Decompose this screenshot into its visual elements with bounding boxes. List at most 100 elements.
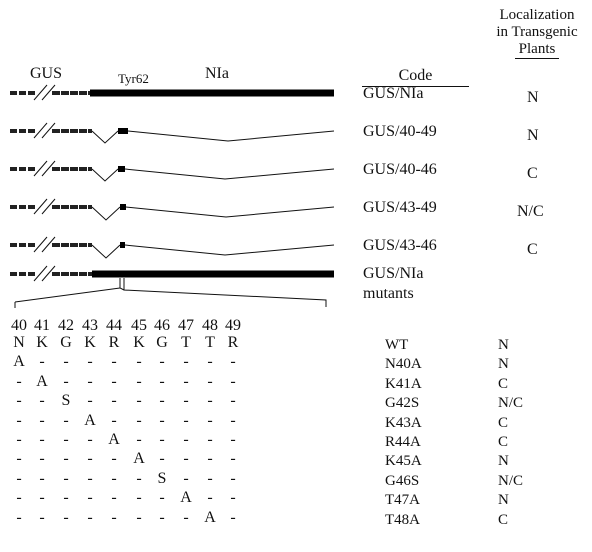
construct-localization: N xyxy=(527,89,539,106)
mutant-residue: - xyxy=(207,489,213,507)
mutant-residue: - xyxy=(16,450,22,468)
mutant-residue: - xyxy=(136,489,142,507)
mutant-residue: - xyxy=(207,450,213,468)
position-number: 40 xyxy=(11,317,27,334)
mutant-residue: - xyxy=(136,353,142,371)
mutant-localization: C xyxy=(498,511,509,528)
mutant-residue: - xyxy=(183,469,189,487)
mutant-localization: N/C xyxy=(498,472,524,489)
mutant-code: G46S xyxy=(385,472,420,489)
mutant-residue: - xyxy=(87,431,93,448)
mutant-residue: - xyxy=(63,508,69,526)
mutant-code: R44A xyxy=(385,434,421,450)
mutant-residue: - xyxy=(207,353,213,371)
mutant-residue: A xyxy=(204,508,216,526)
mutant-residue: - xyxy=(183,392,189,410)
mutant-residue: - xyxy=(207,372,213,390)
mutant-residue: - xyxy=(159,392,165,410)
mutant-residue: - xyxy=(230,411,236,429)
mutant-residue: - xyxy=(16,411,22,429)
position-number: 44 xyxy=(106,317,122,334)
mutant-localization: N xyxy=(498,453,509,470)
mutant-residue: - xyxy=(230,508,236,526)
mutant-residue: - xyxy=(230,392,236,410)
wild-type-residue: R xyxy=(108,334,120,351)
wild-type-residue: N xyxy=(13,334,25,351)
gus-label: GUS xyxy=(30,65,63,82)
mutant-residue: A xyxy=(84,411,96,429)
mutant-localization: C xyxy=(498,414,509,431)
position-number: 49 xyxy=(225,317,241,334)
mutant-residue: S xyxy=(61,392,71,410)
construct-gus-nia xyxy=(10,84,334,101)
mutant-residue: - xyxy=(39,489,45,507)
position-number: 42 xyxy=(58,317,74,334)
mutant-residue: - xyxy=(159,508,165,526)
mutant-residue: - xyxy=(87,392,93,410)
mutant-residue: - xyxy=(111,450,117,468)
wild-type-residue: K xyxy=(36,334,48,351)
mutant-residue: - xyxy=(136,411,142,429)
mutant-residue: - xyxy=(39,508,45,526)
mutant-residue: - xyxy=(39,353,45,371)
position-number: 45 xyxy=(131,317,147,334)
position-number: 43 xyxy=(82,317,98,334)
construct-gus-40-49 xyxy=(10,122,335,144)
localization-line-2: in Transgenic xyxy=(496,24,578,40)
construct-gus-43-49 xyxy=(10,198,335,221)
wild-type-residue: K xyxy=(84,334,96,351)
mutant-residue: - xyxy=(136,431,142,448)
mutant-residue: - xyxy=(87,489,93,507)
localization-column-header: Localization in Transgenic Plants xyxy=(478,7,592,59)
construct-gus-nia-mutants xyxy=(10,265,334,308)
mutant-residue: - xyxy=(39,431,45,448)
mutant-residue: - xyxy=(111,392,117,410)
mutant-residue: - xyxy=(207,431,213,448)
mutant-code: K41A xyxy=(385,375,422,392)
mutant-residue: - xyxy=(136,392,142,410)
mutant-residue: - xyxy=(183,353,189,371)
mutant-residue: - xyxy=(39,469,45,487)
mutant-residue: A xyxy=(108,431,120,448)
construct-code-line-2: mutants xyxy=(363,285,414,302)
mutant-code: WT xyxy=(385,337,409,353)
localization-line-3: Plants xyxy=(478,41,592,59)
mutant-residue: - xyxy=(63,411,69,429)
mutant-residue: - xyxy=(63,489,69,507)
mutant-residue: - xyxy=(87,353,93,371)
mutant-residue: - xyxy=(39,450,45,468)
mutant-residue: - xyxy=(87,372,93,390)
construct-gus-40-46 xyxy=(10,160,335,182)
wild-type-residue: G xyxy=(60,334,72,351)
wild-type-residue: G xyxy=(156,334,168,351)
mutant-residue: - xyxy=(111,353,117,371)
mutant-residue: - xyxy=(111,508,117,526)
code-header-text: Code xyxy=(398,67,433,84)
mutant-residue: - xyxy=(230,489,236,507)
localization-line-1: Localization xyxy=(499,7,575,23)
mutant-residue: A xyxy=(133,450,145,468)
mutant-code: K45A xyxy=(385,453,422,470)
construct-localization: N xyxy=(527,127,539,144)
construct-localization: C xyxy=(527,165,538,182)
mutant-code: N40A xyxy=(385,356,422,373)
mutant-residue: - xyxy=(207,411,213,429)
construct-code: GUS/NIa xyxy=(363,265,424,282)
mutant-localization: C xyxy=(498,375,509,392)
wild-type-residue: R xyxy=(227,334,239,351)
position-number: 41 xyxy=(34,317,50,334)
mutant-localization: N/C xyxy=(498,395,524,412)
mutant-code: T47A xyxy=(385,492,420,509)
code-column-header: Code xyxy=(362,68,469,87)
mutant-localization: N xyxy=(498,492,509,509)
position-number: 47 xyxy=(178,317,194,334)
position-number: 46 xyxy=(154,317,170,334)
mutant-residue: - xyxy=(39,392,45,410)
mutant-residue: - xyxy=(63,469,69,487)
mutant-residue: - xyxy=(136,469,142,487)
construct-code: GUS/NIa xyxy=(363,85,424,102)
construct-localization: N/C xyxy=(517,203,544,220)
mutant-localization: C xyxy=(498,434,509,450)
